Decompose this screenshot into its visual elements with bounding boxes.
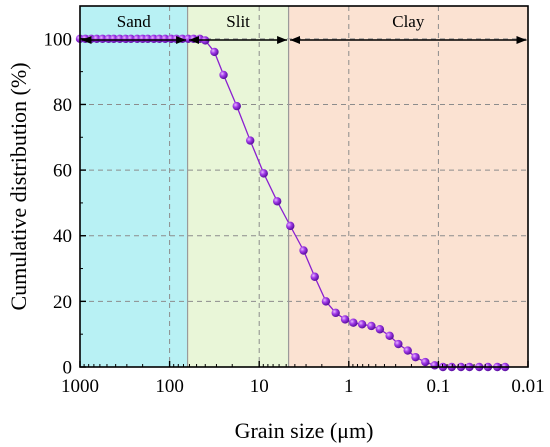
data-point [349,318,358,327]
region-range-arrows: Sand Slit Clay [81,12,527,44]
data-point [367,321,376,331]
data-point [394,339,403,349]
region-dividers [186,6,290,367]
data-point [210,47,219,57]
data-point [331,308,340,318]
x-tick-label: 1000 [61,376,99,397]
data-point [375,325,385,334]
data-point [411,352,420,362]
data-point [286,221,295,231]
data-point [246,136,255,145]
y-tick-label: 60 [53,161,72,182]
x-axis-title: Grain size (μm) [235,418,374,443]
data-point [272,197,282,206]
x-tick-label: 0.01 [511,376,544,397]
region-slit [187,6,289,367]
region-label-sand: Sand [117,12,152,31]
data-point [310,272,319,281]
x-tick-label: 1 [344,376,354,397]
x-tick-label: 0.1 [427,376,451,397]
data-point [403,346,412,355]
y-tick-label: 80 [53,95,72,116]
x-tick-label: 10 [250,376,269,397]
y-tick-label: 100 [44,29,73,50]
y-axis-title: Cumulative distribution (%) [6,62,31,310]
data-point [421,357,430,367]
x-tick-label: 100 [155,376,184,397]
data-point [357,320,367,329]
region-clay [288,6,528,367]
y-tick-label: 0 [63,358,73,379]
data-point [340,315,350,324]
data-point [232,101,241,111]
data-point [259,169,268,178]
y-tick-label: 40 [53,226,72,247]
region-sand [80,6,188,367]
data-point [219,70,228,80]
data-point [299,246,308,255]
y-tick-label: 20 [53,292,72,313]
plot-frame [79,5,529,368]
region-label-clay: Clay [392,12,425,31]
data-point [321,297,331,306]
region-label-slit: Slit [226,12,250,31]
axis-ticks: 1000 100 10 1 0.1 0.01 0 20 40 60 80 100 [44,29,545,397]
data-point [385,331,394,341]
data-point [430,361,439,370]
region-backgrounds [80,6,528,367]
